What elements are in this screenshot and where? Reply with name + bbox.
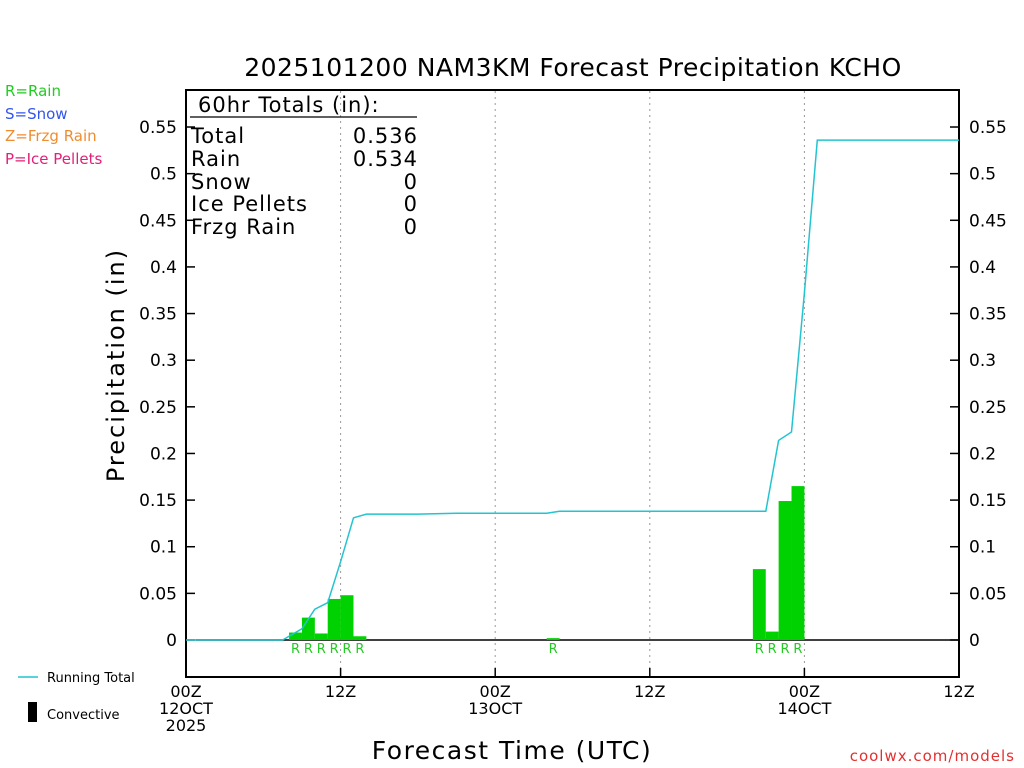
- legend-frzg-rain: Z=Frzg Rain: [5, 127, 97, 145]
- ytick-label-right-6: 0.3: [969, 351, 996, 371]
- ytick-label-right-3: 0.15: [969, 491, 1007, 511]
- ptype-label-4: R: [343, 642, 352, 657]
- ytick-label-left-1: 0.05: [139, 584, 177, 604]
- legend-ice-pellets: P=Ice Pellets: [5, 150, 102, 168]
- precip-bar-1: [301, 617, 315, 640]
- xtick-label-4-0: 00Z: [789, 682, 820, 701]
- totals-value-frzg-rain: 0: [404, 215, 418, 239]
- xtick-label-3-0: 12Z: [634, 682, 665, 701]
- totals-label-snow: Snow: [191, 170, 252, 194]
- ptype-label-3: R: [330, 642, 339, 657]
- totals-label-ice-pellets: Ice Pellets: [191, 192, 308, 216]
- precip-bar-4: [340, 595, 354, 640]
- ytick-label-right-11: 0.55: [969, 118, 1007, 138]
- ytick-label-left-10: 0.5: [150, 165, 177, 185]
- legend-snow: S=Snow: [5, 105, 68, 123]
- ytick-label-left-11: 0.55: [139, 118, 177, 138]
- ptype-label-9: R: [781, 642, 790, 657]
- xtick-label-1-0: 12Z: [325, 682, 356, 701]
- xtick-label-0-0: 00Z: [170, 682, 201, 701]
- precip-bar-2: [314, 633, 328, 640]
- precip-bar-0: [289, 632, 302, 640]
- precip-bar-8: [765, 631, 779, 640]
- totals-value-rain: 0.534: [353, 147, 418, 171]
- xtick-label-5-0: 12Z: [943, 682, 974, 701]
- ytick-label-left-0: 0: [166, 631, 177, 651]
- precip-bar-7: [752, 569, 766, 640]
- ytick-label-left-7: 0.35: [139, 305, 177, 325]
- ptype-label-8: R: [768, 642, 777, 657]
- ytick-label-right-1: 0.05: [969, 584, 1007, 604]
- totals-value-snow: 0: [404, 170, 418, 194]
- xtick-label-0-2: 2025: [166, 716, 207, 735]
- totals-label-rain: Rain: [191, 147, 241, 171]
- ptype-label-0: R: [291, 642, 300, 657]
- precip-bar-10: [791, 486, 805, 640]
- running-total-line: [186, 139, 959, 641]
- precip-bar-9: [778, 501, 792, 640]
- ptype-label-10: R: [793, 642, 802, 657]
- ptype-label-7: R: [755, 642, 764, 657]
- ptype-label-1: R: [304, 642, 313, 657]
- precip-bar-3: [327, 598, 341, 640]
- ytick-label-right-0: 0: [969, 631, 980, 651]
- ytick-label-left-5: 0.25: [139, 398, 177, 418]
- precip-bar-5: [353, 636, 367, 640]
- ptype-label-6: R: [549, 642, 558, 657]
- ptype-label-2: R: [317, 642, 326, 657]
- ytick-label-right-4: 0.2: [969, 444, 996, 464]
- totals-label-frzg-rain: Frzg Rain: [191, 215, 296, 239]
- plot-frame: [185, 89, 960, 678]
- ytick-label-right-9: 0.45: [969, 211, 1007, 231]
- ytick-label-left-2: 0.1: [150, 538, 177, 558]
- ytick-label-right-10: 0.5: [969, 165, 996, 185]
- totals-heading: 60hr Totals (in):: [198, 93, 380, 117]
- xtick-label-2-1: 13OCT: [468, 699, 522, 718]
- ytick-label-right-7: 0.35: [969, 305, 1007, 325]
- totals-box: 60hr Totals (in): Total 0.536 Rain 0.534…: [190, 93, 418, 239]
- y-axis-label: Precipitation (in): [102, 248, 130, 482]
- xtick-label-0-1: 12OCT: [159, 699, 213, 718]
- credit-text: coolwx.com/models: [850, 747, 1015, 765]
- precipitation-bars: [289, 486, 805, 640]
- running-total-legend-label: Running Total: [47, 671, 135, 686]
- ptype-label-5: R: [355, 642, 364, 657]
- ptype-legend: R=Rain S=Snow Z=Frzg Rain P=Ice Pellets: [5, 82, 102, 168]
- xtick-label-2-0: 00Z: [480, 682, 511, 701]
- convective-legend-swatch: [28, 702, 37, 722]
- ytick-label-right-8: 0.4: [969, 258, 996, 278]
- ytick-label-left-8: 0.4: [150, 258, 177, 278]
- convective-legend-label: Convective: [47, 708, 120, 723]
- xtick-label-4-1: 14OCT: [777, 699, 831, 718]
- ytick-label-right-5: 0.25: [969, 398, 1007, 418]
- y-axis-ticks: 0 00.05 0.050.1 0.10.15 0.150.2 0.20.25 0.250.…: [139, 118, 1007, 651]
- totals-value-ice-pellets: 0: [404, 192, 418, 216]
- ytick-label-left-9: 0.45: [139, 211, 177, 231]
- ytick-label-left-4: 0.2: [150, 444, 177, 464]
- ytick-label-right-2: 0.1: [969, 538, 996, 558]
- x-axis-label: Forecast Time (UTC): [372, 736, 652, 765]
- totals-label-total: Total: [190, 124, 245, 148]
- ytick-label-left-3: 0.15: [139, 491, 177, 511]
- chart-title: 2025101200 NAM3KM Forecast Precipitation…: [244, 53, 902, 82]
- series-legend: Running Total Convective: [18, 671, 135, 723]
- ytick-label-left-6: 0.3: [150, 351, 177, 371]
- totals-value-total: 0.536: [353, 124, 418, 148]
- legend-rain: R=Rain: [5, 82, 61, 100]
- precip-bar-6: [546, 638, 560, 640]
